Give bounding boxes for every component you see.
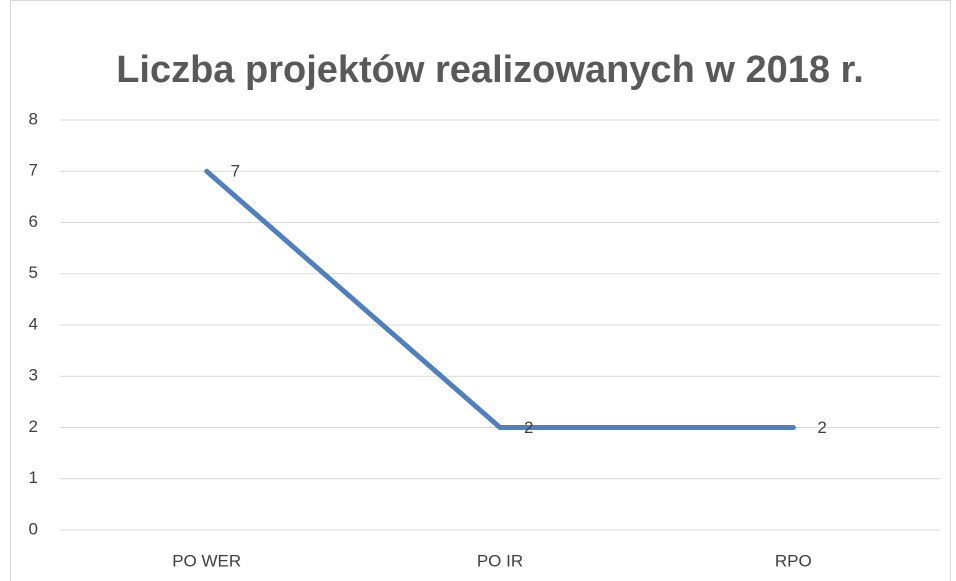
chart-border [10,0,951,581]
y-tick-label: 2 [29,417,38,436]
y-tick-label: 0 [29,519,38,538]
y-tick-label: 3 [29,366,38,385]
y-tick-label: 1 [29,468,38,487]
y-tick-label: 8 [29,109,38,128]
data-label: 2 [524,418,533,437]
y-tick-label: 7 [29,161,38,180]
data-label: 2 [817,418,826,437]
y-tick-label: 6 [29,212,38,231]
y-tick-label: 5 [29,263,38,282]
y-tick-label: 4 [29,314,38,333]
x-tick-label: PO IR [477,551,523,570]
line-series [204,168,796,430]
data-label: 7 [231,162,240,181]
chart-title: Liczba projektów realizowanych w 2018 r. [116,49,864,91]
x-tick-label: RPO [775,551,812,570]
x-tick-label: PO WER [172,551,241,570]
